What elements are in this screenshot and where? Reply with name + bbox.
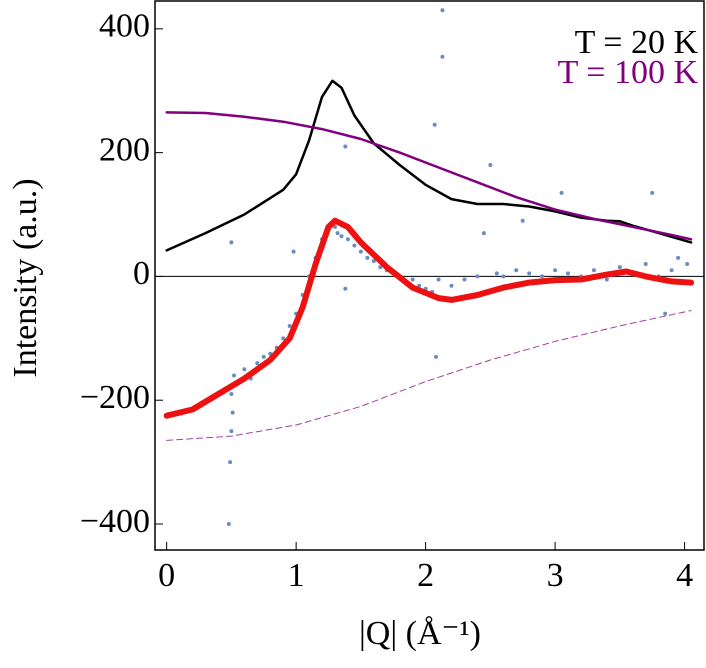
data-point bbox=[242, 367, 247, 372]
data-point bbox=[440, 54, 445, 59]
y-axis-label: Intensity (a.u.) bbox=[7, 178, 44, 377]
data-point bbox=[566, 271, 571, 276]
data-point bbox=[228, 460, 233, 465]
legend-entry: T = 100 K bbox=[558, 54, 699, 91]
x-tick-label: 3 bbox=[547, 557, 564, 594]
data-point bbox=[591, 268, 596, 273]
data-point bbox=[226, 522, 231, 527]
x-tick-label: 0 bbox=[158, 557, 175, 594]
x-tick-label: 2 bbox=[417, 557, 434, 594]
data-point bbox=[378, 265, 383, 270]
data-point bbox=[335, 231, 340, 236]
data-point bbox=[231, 373, 236, 378]
data-point bbox=[527, 271, 532, 276]
data-point bbox=[685, 262, 690, 267]
data-point bbox=[676, 255, 681, 260]
x-tick-label: 1 bbox=[288, 557, 305, 594]
x-tick-label: 4 bbox=[676, 557, 693, 594]
data-point bbox=[436, 277, 441, 282]
series-line bbox=[163, 217, 695, 419]
data-point bbox=[261, 354, 266, 359]
data-point bbox=[669, 268, 674, 273]
data-point bbox=[540, 274, 545, 279]
data-point bbox=[287, 323, 292, 328]
data-point bbox=[520, 218, 525, 223]
y-tick-label: 0 bbox=[133, 255, 150, 292]
data-point bbox=[462, 277, 467, 282]
data-point bbox=[358, 249, 363, 254]
data-point bbox=[481, 231, 486, 236]
data-point bbox=[365, 255, 370, 260]
y-tick-label: −400 bbox=[80, 503, 150, 540]
data-point bbox=[488, 163, 493, 168]
legend-entry: T = 20 K bbox=[575, 24, 699, 61]
y-tick-label: −200 bbox=[80, 379, 150, 416]
x-axis-label: |Q| (Å⁻¹) bbox=[359, 615, 481, 652]
data-point bbox=[281, 336, 286, 341]
data-point bbox=[229, 240, 234, 245]
data-point bbox=[229, 429, 234, 434]
series-line bbox=[165, 111, 693, 241]
data-point bbox=[475, 274, 480, 279]
series-line bbox=[165, 79, 693, 252]
data-point bbox=[494, 271, 499, 276]
data-point bbox=[343, 144, 348, 149]
data-point bbox=[410, 277, 415, 282]
data-point bbox=[440, 8, 445, 13]
data-point bbox=[501, 274, 506, 279]
data-point bbox=[345, 237, 350, 242]
data-point bbox=[255, 361, 260, 366]
data-point bbox=[604, 277, 609, 282]
data-point bbox=[332, 224, 337, 229]
data-point bbox=[617, 265, 622, 270]
data-point bbox=[553, 268, 558, 273]
data-point bbox=[432, 122, 437, 127]
y-tick-label: 400 bbox=[99, 8, 150, 45]
data-point bbox=[343, 286, 348, 291]
data-point bbox=[559, 190, 564, 195]
data-point bbox=[643, 262, 648, 267]
data-point bbox=[229, 392, 234, 397]
data-point bbox=[352, 243, 357, 248]
plot-frame bbox=[154, 0, 705, 551]
data-point bbox=[230, 410, 235, 415]
data-point bbox=[650, 190, 655, 195]
data-point bbox=[371, 258, 376, 263]
data-point bbox=[433, 354, 438, 359]
data-point bbox=[514, 268, 519, 273]
data-point bbox=[449, 283, 454, 288]
data-point bbox=[663, 311, 668, 316]
data-point bbox=[339, 234, 344, 239]
y-tick-label: 200 bbox=[99, 131, 150, 168]
data-point bbox=[291, 249, 296, 254]
